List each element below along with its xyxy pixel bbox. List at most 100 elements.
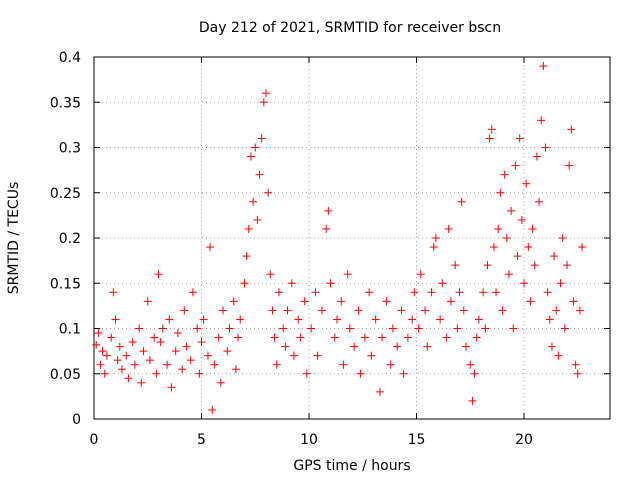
data-point xyxy=(100,369,109,378)
data-point xyxy=(130,360,139,369)
data-point xyxy=(208,405,217,414)
data-point xyxy=(117,365,126,374)
data-point xyxy=(216,378,225,387)
data-point xyxy=(442,333,451,342)
data-point xyxy=(229,297,238,306)
data-point xyxy=(173,329,182,338)
data-point xyxy=(571,360,580,369)
data-point xyxy=(513,252,522,261)
data-point xyxy=(272,360,281,369)
data-point xyxy=(253,215,262,224)
data-point xyxy=(502,234,511,242)
data-point xyxy=(556,279,565,288)
data-point xyxy=(578,243,587,252)
data-point xyxy=(547,342,556,351)
data-point xyxy=(498,306,507,315)
data-point xyxy=(210,360,219,369)
data-point xyxy=(436,315,445,324)
data-point xyxy=(507,206,516,215)
data-point xyxy=(152,369,161,378)
data-point xyxy=(567,125,576,134)
data-point xyxy=(446,297,455,306)
data-point xyxy=(145,356,154,365)
data-point xyxy=(563,261,571,270)
data-point xyxy=(311,288,320,297)
data-point xyxy=(259,98,268,107)
data-point xyxy=(386,360,395,369)
data-point xyxy=(511,161,520,170)
data-point xyxy=(274,288,283,297)
data-point xyxy=(193,324,202,333)
data-point xyxy=(236,315,245,324)
data-point xyxy=(487,125,496,134)
data-point xyxy=(96,360,105,369)
data-point xyxy=(109,288,118,297)
data-point xyxy=(393,342,402,351)
data-point xyxy=(165,315,174,324)
data-point xyxy=(565,161,574,170)
y-tick-label: 0.35 xyxy=(50,95,81,111)
data-point xyxy=(171,347,180,356)
data-point xyxy=(429,243,438,252)
y-tick-label: 0.2 xyxy=(59,231,81,247)
data-point xyxy=(575,306,584,315)
data-point xyxy=(520,279,528,288)
data-point xyxy=(251,143,260,152)
data-point xyxy=(264,188,273,197)
data-point xyxy=(492,288,501,297)
data-point xyxy=(255,170,264,179)
data-point xyxy=(156,338,165,347)
data-point xyxy=(489,243,498,252)
data-point xyxy=(500,170,509,179)
data-point xyxy=(481,324,490,333)
data-point xyxy=(163,360,172,369)
data-point xyxy=(167,383,176,392)
data-point xyxy=(457,197,466,206)
data-point xyxy=(246,152,255,161)
data-point xyxy=(461,342,470,351)
data-point xyxy=(343,270,352,279)
data-point xyxy=(403,333,412,342)
data-point xyxy=(313,351,322,360)
data-point xyxy=(111,315,120,324)
data-point xyxy=(504,270,513,279)
data-point xyxy=(410,288,419,297)
data-point xyxy=(262,89,270,98)
data-point xyxy=(249,197,258,206)
data-point xyxy=(371,315,380,324)
data-point xyxy=(283,306,292,315)
data-point xyxy=(485,134,494,143)
data-point xyxy=(367,351,376,360)
data-point xyxy=(494,224,503,233)
data-point xyxy=(240,279,249,288)
data-point xyxy=(474,315,483,324)
data-point xyxy=(573,369,582,378)
data-point xyxy=(416,270,425,279)
x-tick-label: 0 xyxy=(90,432,99,448)
data-point xyxy=(195,369,204,378)
data-point xyxy=(128,338,137,347)
data-point xyxy=(244,224,253,233)
data-point xyxy=(350,342,359,351)
data-point xyxy=(354,306,363,315)
data-point xyxy=(322,224,331,233)
data-point xyxy=(302,369,311,378)
grid-layer xyxy=(94,57,610,419)
data-point xyxy=(550,252,559,261)
data-point xyxy=(266,270,275,279)
data-point xyxy=(356,369,365,378)
data-point xyxy=(158,324,167,333)
data-point xyxy=(558,234,567,242)
data-point xyxy=(466,360,475,369)
data-point xyxy=(408,315,417,324)
data-point xyxy=(339,360,348,369)
data-point xyxy=(270,333,279,342)
data-point xyxy=(517,215,526,224)
data-point xyxy=(197,338,206,347)
data-point xyxy=(459,306,468,315)
data-point xyxy=(219,306,227,315)
data-point xyxy=(199,315,208,324)
data-point xyxy=(515,134,524,143)
data-point xyxy=(124,374,133,383)
